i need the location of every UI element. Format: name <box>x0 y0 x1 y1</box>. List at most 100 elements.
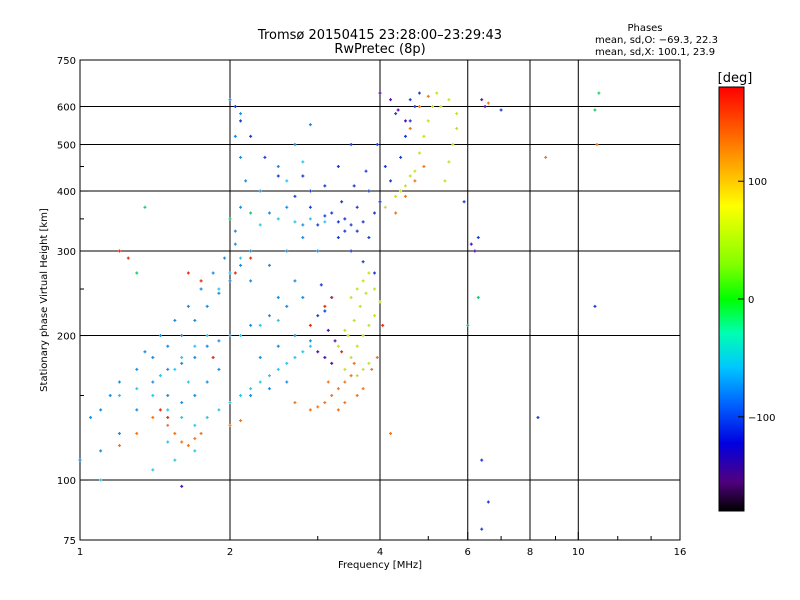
data-point <box>228 279 232 283</box>
data-point <box>394 194 398 198</box>
data-point <box>143 350 147 354</box>
data-point <box>186 271 190 275</box>
data-point <box>285 380 289 384</box>
data-point <box>355 394 359 398</box>
data-point <box>117 432 121 436</box>
data-point <box>343 380 347 384</box>
data-point <box>211 355 215 359</box>
data-point <box>199 287 203 291</box>
data-point <box>323 184 327 188</box>
data-point <box>326 380 330 384</box>
x-tick-label: 8 <box>527 547 533 558</box>
colorbar-tick-label: 100 <box>748 177 767 188</box>
data-point <box>180 440 184 444</box>
x-tick-label: 6 <box>465 547 471 558</box>
data-point <box>480 458 484 462</box>
colorbar-tick-label: 0 <box>748 295 754 306</box>
data-point <box>166 367 170 371</box>
data-point <box>597 91 601 95</box>
data-point <box>447 98 451 102</box>
data-point <box>239 205 243 209</box>
y-tick-label: 750 <box>57 56 76 67</box>
data-point <box>389 98 393 102</box>
data-point <box>593 304 597 308</box>
data-point <box>301 296 305 300</box>
data-point <box>367 361 371 365</box>
data-point <box>249 279 253 283</box>
data-point <box>343 328 347 332</box>
data-point <box>455 112 459 116</box>
data-point <box>233 134 237 138</box>
data-point <box>349 143 353 147</box>
data-point <box>333 339 337 343</box>
data-point <box>435 91 439 95</box>
data-point <box>544 155 548 159</box>
data-point <box>126 256 130 260</box>
data-point <box>383 164 387 168</box>
data-point <box>469 242 473 246</box>
data-point <box>193 423 197 427</box>
data-point <box>343 367 347 371</box>
data-point <box>258 223 262 227</box>
data-point <box>249 134 253 138</box>
phase-stats-heading: Phases <box>627 23 662 34</box>
data-point <box>343 217 347 221</box>
data-point <box>249 211 253 215</box>
data-point <box>403 119 407 123</box>
y-tick-label: 75 <box>63 536 76 547</box>
data-point <box>355 287 359 291</box>
data-point <box>422 164 426 168</box>
data-point <box>319 283 323 287</box>
data-point <box>217 287 221 291</box>
data-point <box>330 296 334 300</box>
data-point <box>536 415 540 419</box>
data-point <box>276 164 280 168</box>
data-point <box>343 229 347 233</box>
data-point <box>373 271 377 275</box>
data-point <box>166 344 170 348</box>
data-point <box>373 314 377 318</box>
data-point <box>233 105 237 109</box>
data-point <box>346 334 350 338</box>
data-point <box>308 408 312 412</box>
data-point <box>399 189 403 193</box>
data-point <box>349 374 353 378</box>
data-point <box>293 279 297 283</box>
data-point <box>276 174 280 178</box>
data-point <box>403 194 407 198</box>
data-point <box>233 229 237 233</box>
data-point <box>267 211 271 215</box>
data-point <box>166 440 170 444</box>
data-point <box>443 179 447 183</box>
data-point <box>267 387 271 391</box>
data-point <box>293 355 297 359</box>
data-point <box>408 119 412 123</box>
data-point <box>403 184 407 188</box>
data-point <box>447 160 451 164</box>
data-point <box>330 211 334 215</box>
data-point <box>408 174 412 178</box>
data-point <box>193 437 197 441</box>
data-point <box>364 169 368 173</box>
data-point <box>158 408 162 412</box>
data-point <box>228 271 232 275</box>
axis-ticks: 1 2 4 6 8 10 16 75 100 200 300 400 500 600 750 <box>57 56 686 558</box>
data-point <box>233 271 237 275</box>
data-point <box>316 249 320 253</box>
data-point <box>301 223 305 227</box>
data-point <box>151 394 155 398</box>
data-point <box>349 296 353 300</box>
data-point <box>293 334 297 338</box>
data-point <box>316 350 320 354</box>
data-point <box>499 108 503 112</box>
chart-subtitle: RwPretec (8p) <box>334 42 425 57</box>
data-point <box>293 220 297 224</box>
data-point <box>193 318 197 322</box>
data-point <box>408 126 412 130</box>
data-point <box>394 211 398 215</box>
data-point <box>258 380 262 384</box>
data-point <box>355 374 359 378</box>
data-point <box>323 304 327 308</box>
data-point <box>316 314 320 318</box>
data-point <box>336 344 340 348</box>
